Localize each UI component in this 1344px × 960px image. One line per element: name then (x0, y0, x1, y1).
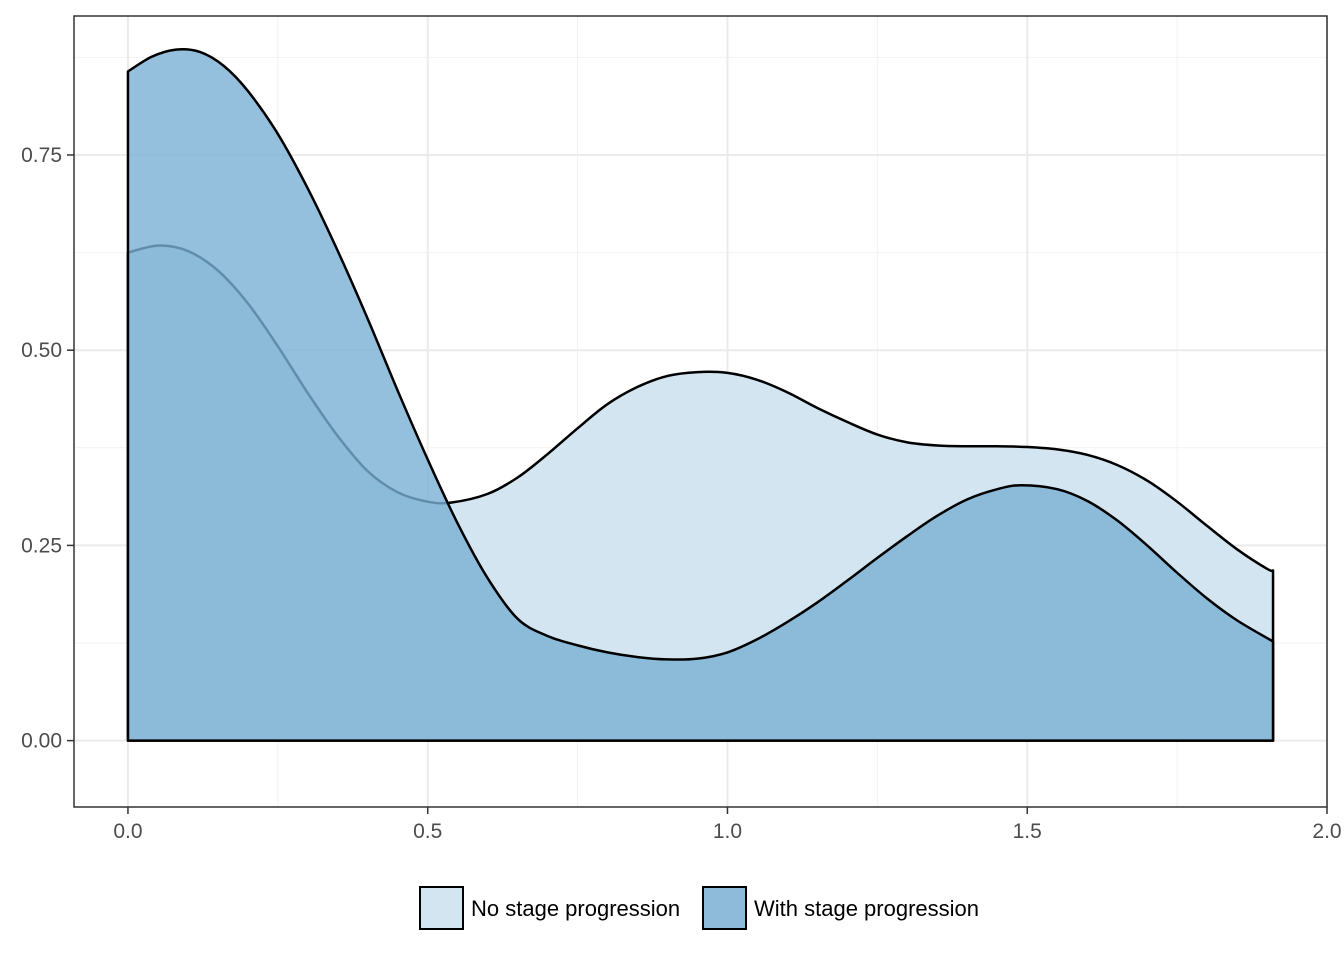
y-tick-label: 0.00 (21, 730, 62, 753)
x-tick-label: 1.5 (1013, 820, 1042, 843)
density-areas (126, 47, 1275, 742)
x-tick-label: 2.0 (1312, 820, 1341, 843)
y-axis: 0.00 0.25 0.50 0.75 (21, 144, 74, 753)
y-tick-label: 0.75 (21, 144, 62, 167)
legend-label-with-stage-progression: With stage progression (754, 896, 979, 921)
x-tick-label: 0.5 (413, 820, 442, 843)
y-tick-label: 0.50 (21, 339, 62, 362)
legend: No stage progression With stage progress… (419, 886, 979, 930)
legend-key-no-stage-progression (419, 886, 464, 930)
density-area-with-stage-progression (126, 47, 1275, 742)
x-tick-label: 1.0 (713, 820, 742, 843)
plot-panel-border (73, 15, 1328, 808)
x-tick-label: 0.0 (113, 820, 142, 843)
legend-key-with-stage-progression (702, 886, 747, 930)
legend-label-no-stage-progression: No stage progression (471, 896, 680, 921)
y-tick-label: 0.25 (21, 534, 62, 557)
x-axis: 0.0 0.5 1.0 1.5 2.0 (113, 807, 1342, 843)
